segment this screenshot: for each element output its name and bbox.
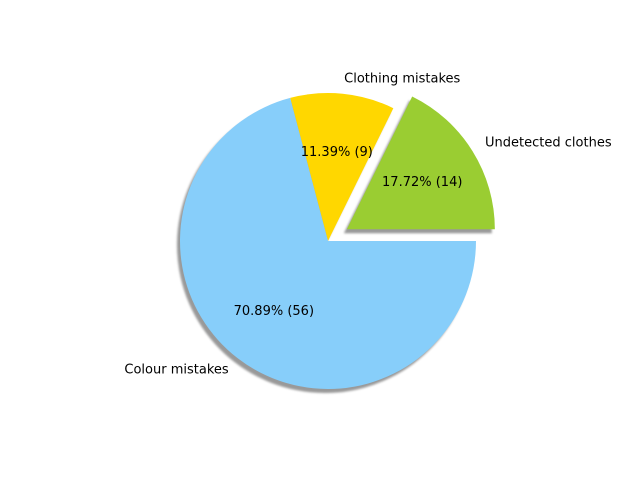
slice-label-colour-mistakes: Colour mistakes: [124, 362, 228, 377]
pie-slice-undetected-clothes: [346, 96, 495, 230]
pie-slice-colour-mistakes: [180, 97, 476, 390]
slice-percent-label-undetected-clothes: 17.72% (14): [382, 175, 462, 190]
pie-slice-clothing-mistakes: [290, 92, 394, 241]
slice-percent-label-clothing-mistakes: 11.39% (9): [301, 145, 373, 160]
slice-percent-label-colour-mistakes: 70.89% (56): [234, 304, 314, 319]
slice-label-clothing-mistakes: Clothing mistakes: [344, 72, 460, 87]
slice-label-undetected-clothes: Undetected clothes: [485, 136, 612, 151]
pie-slices: [180, 92, 495, 390]
pie-labels: Undetected clothes 17.72% (14) Clothing mi…: [124, 72, 611, 378]
